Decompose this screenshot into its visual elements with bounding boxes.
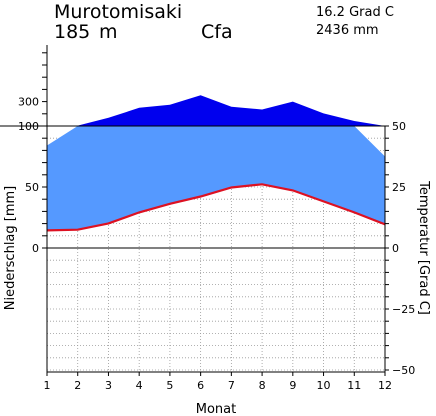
month-label: 10 [317, 379, 331, 392]
month-label: 5 [166, 379, 173, 392]
annual-temperature: 16.2 Grad C [316, 5, 394, 20]
compressed-precipitation-area [47, 95, 385, 126]
month-label: 3 [105, 379, 112, 392]
station-name: Murotomisaki [54, 1, 183, 23]
right-axis-label: Temperatur [Grad C] [416, 180, 431, 315]
precip-tick-label: 50 [25, 181, 39, 194]
climate-class: Cfa [201, 21, 233, 43]
temp-tick-label: 0 [392, 242, 399, 255]
precip-tick-label: 100 [18, 120, 39, 133]
month-label: 8 [259, 379, 266, 392]
month-label: 4 [136, 379, 143, 392]
month-label: 2 [74, 379, 81, 392]
month-label: 6 [197, 379, 204, 392]
month-label: 11 [347, 379, 361, 392]
temp-tick-label: 25 [392, 181, 406, 194]
precipitation-area [47, 95, 385, 231]
annual-precipitation: 2436 mm [316, 23, 379, 38]
month-label: 7 [228, 379, 235, 392]
left-axis-label: Niederschlag [mm] [3, 186, 18, 311]
precip-tick-label: 0 [32, 242, 39, 255]
month-label: 12 [378, 379, 392, 392]
temperature-line [47, 183, 385, 232]
precip-tick-label: 300 [18, 96, 39, 109]
humid-area [47, 126, 385, 231]
month-label: 1 [44, 379, 51, 392]
temp-tick-label: 50 [392, 120, 406, 133]
temp-tick-label: −50 [392, 364, 415, 377]
temp-tick-label: −25 [392, 303, 415, 316]
x-axis-label: Monat [196, 402, 236, 416]
month-label: 9 [289, 379, 296, 392]
temperature-line-group [47, 183, 385, 232]
elevation-unit: m [99, 21, 118, 43]
elevation-value: 185 [54, 21, 91, 43]
